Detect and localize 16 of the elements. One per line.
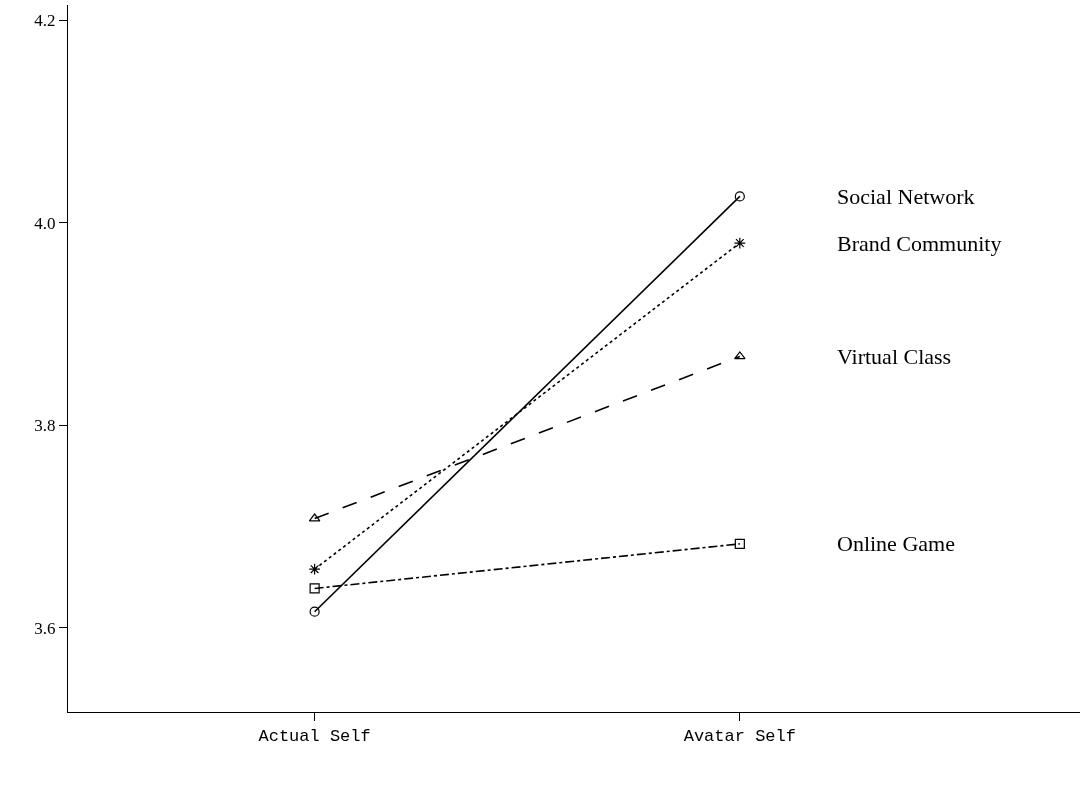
point: [733, 237, 746, 250]
text: Social Network: [837, 184, 975, 209]
y-tick-label: 3.6: [34, 618, 56, 638]
text: Online Game: [837, 531, 955, 556]
point: [309, 583, 320, 594]
point: [308, 563, 321, 576]
point: [734, 538, 745, 549]
text: Virtual Class: [837, 344, 952, 369]
x-tick-label: Avatar Self: [683, 727, 796, 747]
text: Brand Community: [837, 231, 1002, 256]
y-tick-label: 4.0: [34, 213, 56, 233]
point: [309, 606, 320, 617]
y-tick-label: 3.8: [34, 416, 56, 436]
point: [734, 191, 745, 202]
y-tick-label: 4.2: [34, 11, 56, 31]
x-tick-label: Actual Self: [258, 727, 371, 747]
